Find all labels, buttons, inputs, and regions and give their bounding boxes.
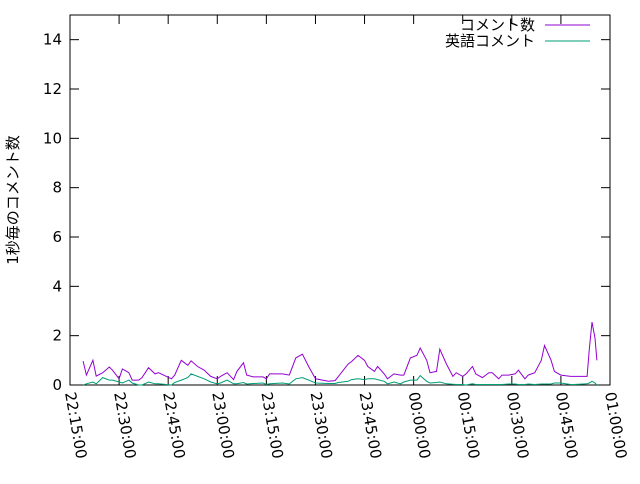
x-tick-label: 22:30:00 (110, 391, 139, 460)
plot-border (69, 14, 611, 386)
y-tick-label: 12 (43, 80, 62, 98)
x-tick-label: 23:45:00 (356, 391, 385, 460)
x-tick-label: 00:30:00 (503, 391, 532, 460)
x-tick-label: 22:45:00 (159, 391, 188, 460)
x-tick-label: 01:00:00 (601, 391, 630, 460)
y-tick-label: 14 (43, 31, 62, 49)
x-tick-label: 23:30:00 (307, 391, 336, 460)
y-tick-label: 6 (52, 228, 62, 246)
legend-label: コメント数 (460, 16, 535, 34)
y-tick-label: 10 (43, 129, 62, 147)
y-tick-label: 4 (52, 277, 62, 295)
x-tick-label: 23:00:00 (208, 391, 237, 460)
x-tick-label: 22:15:00 (61, 391, 90, 460)
legend-label: 英語コメント (445, 32, 535, 50)
x-tick-label: 23:15:00 (257, 391, 286, 460)
x-tick-label: 00:15:00 (454, 391, 483, 460)
x-tick-label: 00:45:00 (552, 391, 581, 460)
series-line (82, 322, 598, 382)
y-tick-label: 8 (52, 179, 62, 197)
x-tick-label: 00:00:00 (405, 391, 434, 460)
y-axis-label: 1秒毎のコメント数 (4, 135, 22, 265)
y-tick-label: 2 (52, 327, 62, 345)
y-tick-label: 0 (52, 376, 62, 394)
series-line (82, 373, 598, 386)
